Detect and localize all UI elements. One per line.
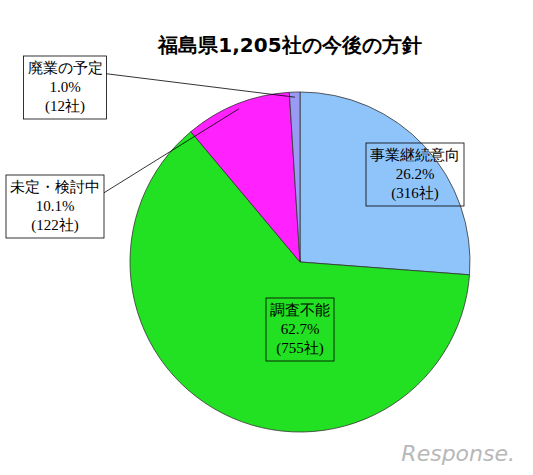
label-text: 62.7%	[281, 321, 320, 337]
label-text: (316社)	[391, 185, 439, 202]
leader-line	[104, 109, 239, 193]
label-box	[366, 143, 464, 206]
label-text: 廃業の予定	[28, 60, 103, 76]
title: 福島県1,205社の今後の方針	[157, 33, 421, 57]
label-text: (122社)	[31, 217, 79, 234]
slice	[289, 92, 300, 262]
label-text: 事業継続意向	[370, 147, 460, 163]
slice	[300, 92, 470, 275]
label-box	[266, 298, 334, 361]
data-label: 未定・検討中 10.1% (122社)	[6, 109, 239, 238]
data-label: 調査不能 62.7% (755社)	[266, 298, 334, 361]
label-text: (755社)	[276, 340, 324, 357]
slice	[191, 92, 300, 262]
label-text: 26.2%	[396, 166, 435, 182]
data-label: 事業継続意向 26.2% (316社)	[366, 143, 464, 206]
pie	[130, 92, 470, 432]
label-text: 未定・検討中	[10, 179, 100, 195]
label-text: (12社)	[45, 98, 85, 115]
label-text: 10.1%	[36, 198, 75, 214]
label-text: 1.0%	[49, 79, 80, 95]
watermark: Response.	[401, 441, 515, 466]
data-label: 廃業の予定 1.0% (12社)	[24, 56, 295, 119]
data-labels: 事業継続意向 26.2% (316社) 調査不能 62.7% (755社) 未定・検討中 10…	[6, 56, 464, 361]
label-text: 調査不能	[270, 302, 330, 318]
label-box	[24, 56, 107, 119]
label-box	[6, 175, 104, 238]
chart: 福島県1,205社の今後の方針事業継続意向 26.2% (316社) 調査不能 62.7…	[0, 0, 533, 475]
leader-line	[107, 74, 295, 97]
